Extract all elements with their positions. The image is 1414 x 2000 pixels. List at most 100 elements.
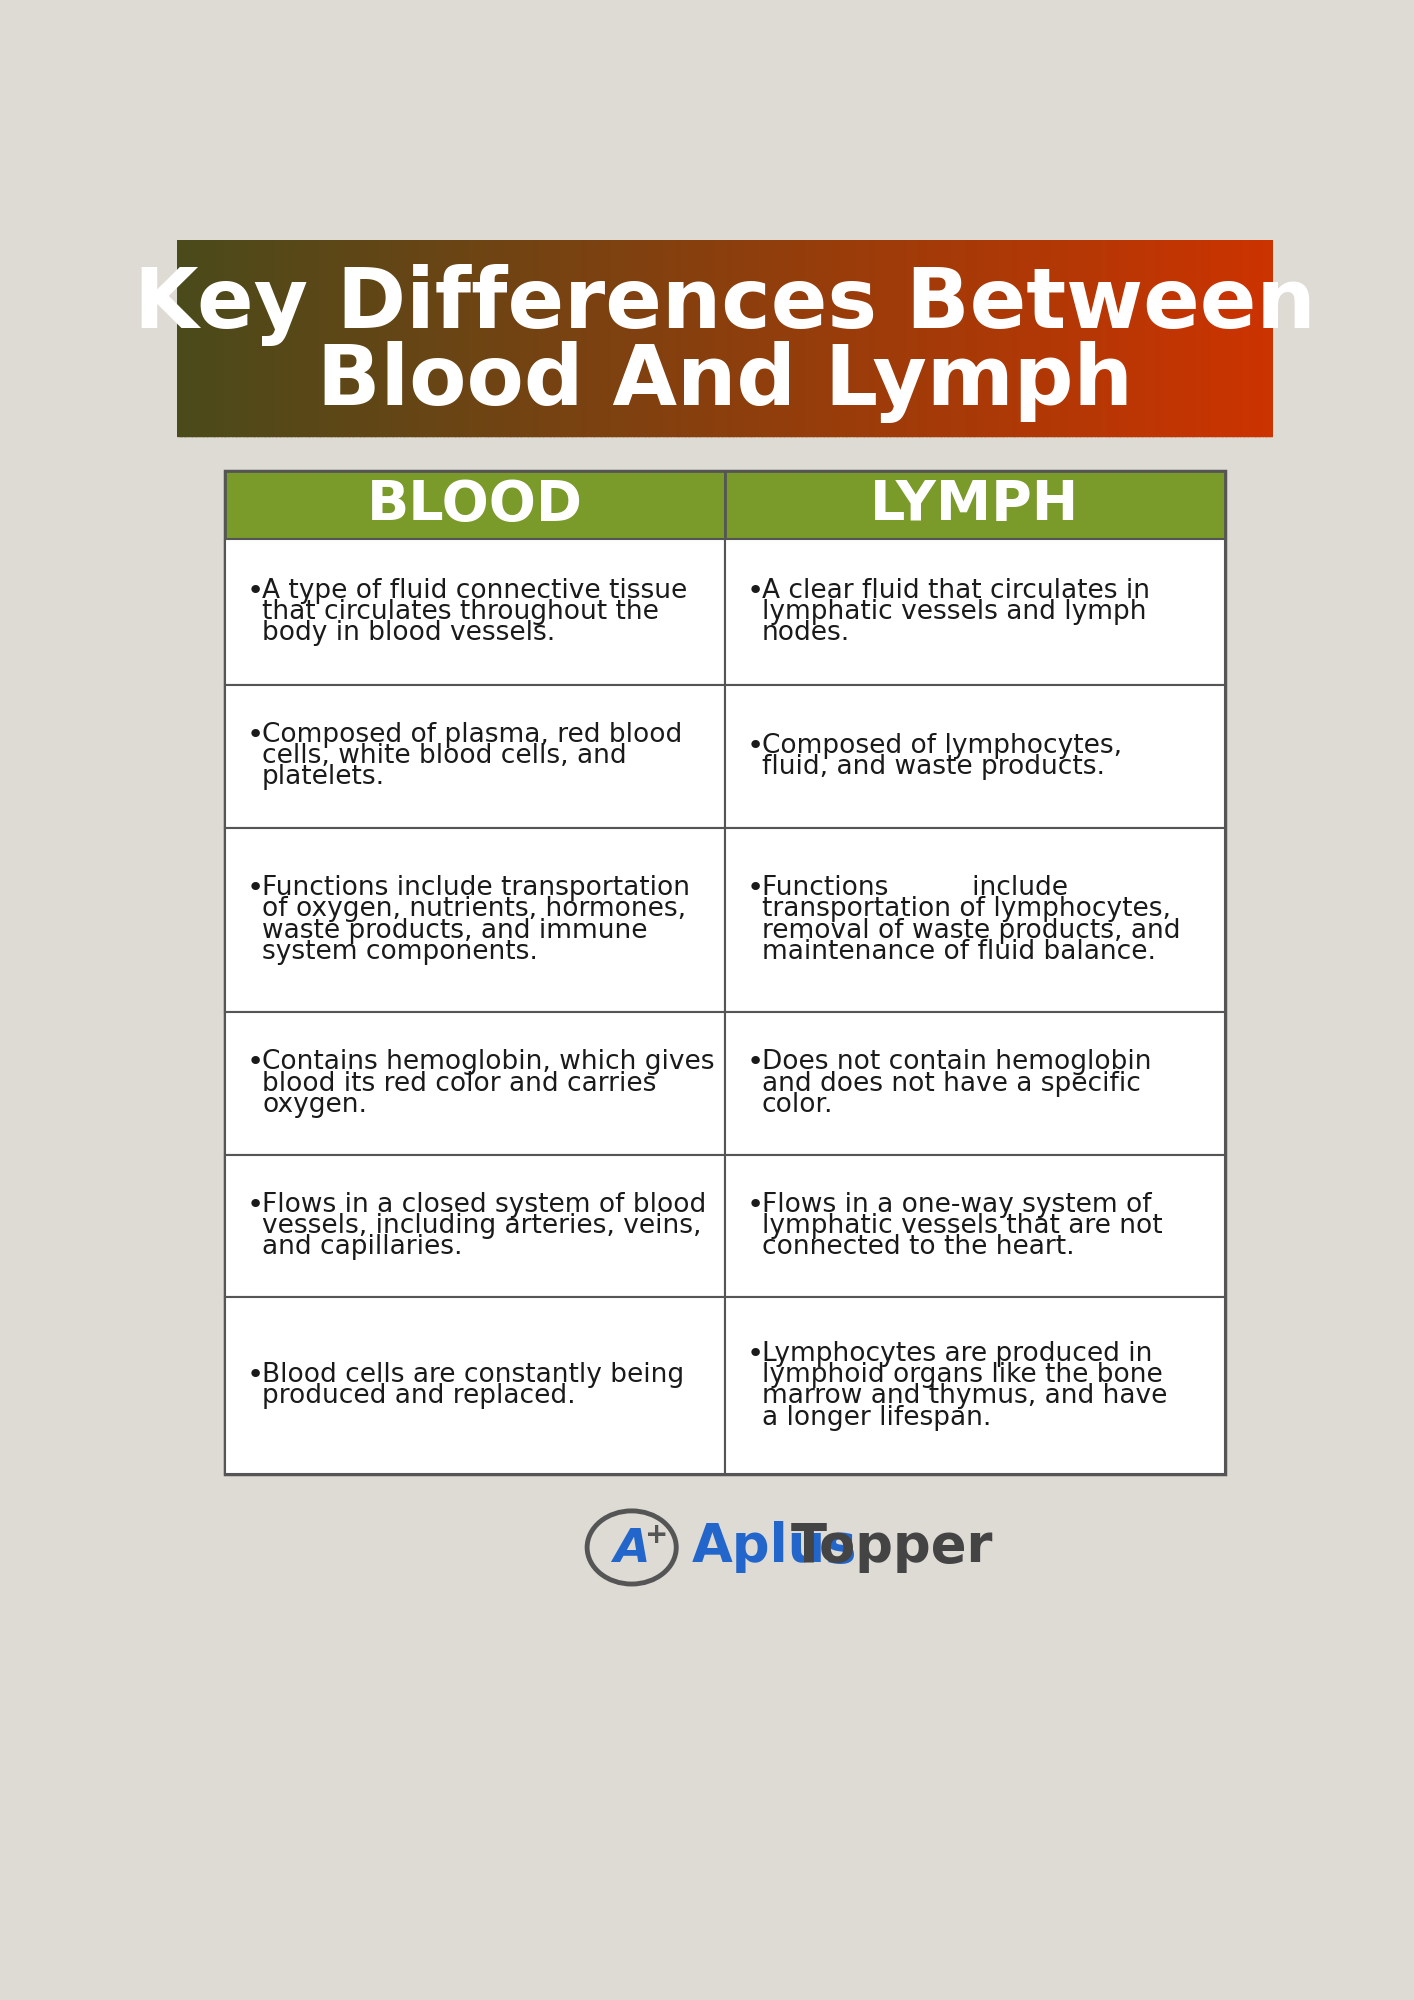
Bar <box>225 1154 725 1298</box>
Bar <box>725 686 1225 828</box>
Bar <box>725 1154 1225 1298</box>
Text: blood its red color and carries: blood its red color and carries <box>262 1070 656 1096</box>
Bar <box>830 240 836 436</box>
Bar <box>901 240 905 436</box>
Bar <box>725 538 1225 686</box>
Text: +: + <box>645 1522 669 1550</box>
Text: lymphoid organs like the bone: lymphoid organs like the bone <box>762 1362 1162 1388</box>
Bar <box>1181 240 1186 436</box>
Bar <box>648 240 653 436</box>
Bar <box>954 240 960 436</box>
Bar <box>1083 240 1087 436</box>
Bar <box>601 240 605 436</box>
Bar <box>414 240 420 436</box>
Text: platelets.: platelets. <box>262 764 385 790</box>
Bar <box>691 240 697 436</box>
Bar <box>389 240 395 436</box>
Bar <box>260 240 266 436</box>
Bar <box>1120 240 1124 436</box>
Bar <box>546 240 551 436</box>
Text: •: • <box>747 1048 764 1076</box>
Bar <box>684 240 690 436</box>
Bar <box>1266 240 1271 436</box>
Text: connected to the heart.: connected to the heart. <box>762 1234 1075 1260</box>
Bar <box>1268 240 1274 436</box>
Bar <box>338 240 342 436</box>
Bar <box>1164 240 1168 436</box>
Bar <box>348 240 354 436</box>
Bar <box>699 240 704 436</box>
Bar <box>550 240 554 436</box>
Bar <box>740 240 745 436</box>
Bar <box>1042 240 1048 436</box>
Bar <box>477 240 482 436</box>
Bar <box>725 1298 1225 1474</box>
Bar <box>966 240 971 436</box>
Bar <box>290 240 296 436</box>
Bar <box>426 240 430 436</box>
Bar <box>320 240 324 436</box>
Bar <box>959 240 964 436</box>
Bar <box>214 240 219 436</box>
Bar <box>1109 240 1113 436</box>
Text: lymphatic vessels and lymph: lymphatic vessels and lymph <box>762 598 1147 624</box>
Bar <box>366 240 372 436</box>
Bar <box>813 240 817 436</box>
Bar <box>608 240 614 436</box>
Bar <box>663 240 667 436</box>
Bar <box>915 240 921 436</box>
Bar <box>857 240 861 436</box>
Bar <box>864 240 868 436</box>
Bar <box>827 240 833 436</box>
Bar <box>1208 240 1212 436</box>
Bar <box>327 240 332 436</box>
Bar <box>725 470 1225 538</box>
Bar <box>926 240 930 436</box>
Text: A type of fluid connective tissue: A type of fluid connective tissue <box>262 578 687 604</box>
Bar <box>1171 240 1175 436</box>
Bar <box>188 240 192 436</box>
Text: and does not have a specific: and does not have a specific <box>762 1070 1141 1096</box>
Bar <box>945 240 949 436</box>
Bar <box>696 240 701 436</box>
Bar <box>392 240 397 436</box>
Bar <box>1127 240 1131 436</box>
Bar <box>707 240 711 436</box>
Bar <box>1005 240 1011 436</box>
Text: Composed of lymphocytes,: Composed of lymphocytes, <box>762 732 1121 758</box>
Bar <box>590 240 595 436</box>
Bar <box>952 240 956 436</box>
Bar <box>578 240 584 436</box>
Bar <box>1065 240 1069 436</box>
Bar <box>970 240 974 436</box>
Text: •: • <box>747 576 764 604</box>
Bar <box>428 240 434 436</box>
Bar <box>1097 240 1103 436</box>
Bar <box>1236 240 1241 436</box>
Bar <box>1086 240 1092 436</box>
Text: nodes.: nodes. <box>762 620 850 646</box>
Bar <box>276 240 280 436</box>
Bar <box>841 240 847 436</box>
Bar <box>250 240 255 436</box>
Bar <box>315 240 321 436</box>
Text: that circulates throughout the: that circulates throughout the <box>262 598 659 624</box>
Text: Functions include transportation: Functions include transportation <box>262 876 690 902</box>
Bar <box>1174 240 1179 436</box>
Bar <box>645 240 649 436</box>
Text: lymphatic vessels that are not: lymphatic vessels that are not <box>762 1212 1162 1238</box>
Text: •: • <box>246 722 264 750</box>
Bar <box>465 240 471 436</box>
Bar <box>1090 240 1096 436</box>
Bar <box>1203 240 1209 436</box>
Bar <box>246 240 252 436</box>
Text: LYMPH: LYMPH <box>870 478 1079 532</box>
Bar <box>882 240 887 436</box>
Bar <box>885 240 891 436</box>
Bar <box>403 240 409 436</box>
Bar <box>1215 240 1219 436</box>
Bar <box>1046 240 1052 436</box>
Bar <box>469 240 474 436</box>
Bar <box>721 240 727 436</box>
Bar <box>615 240 621 436</box>
